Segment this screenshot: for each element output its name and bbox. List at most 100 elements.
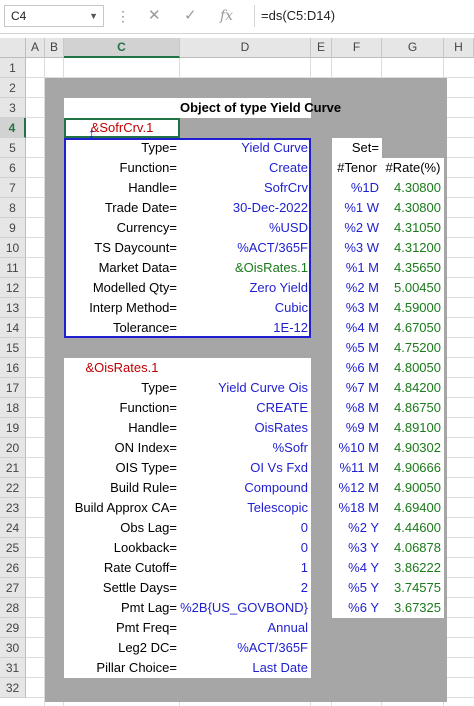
row-header[interactable]: 9 — [0, 218, 26, 238]
row-header[interactable]: 30 — [0, 638, 26, 658]
row-header[interactable]: 31 — [0, 658, 26, 678]
row-header[interactable]: 28 — [0, 598, 26, 618]
column-header-g[interactable]: G — [382, 38, 444, 58]
rate-cell[interactable]: 4.59000 — [394, 300, 441, 315]
column-header-h[interactable]: H — [444, 38, 474, 58]
tenor-cell[interactable]: %5 M — [345, 340, 379, 355]
field-value[interactable]: &OisRates.1 — [235, 260, 308, 275]
row-header[interactable]: 29 — [0, 618, 26, 638]
select-all-corner[interactable] — [0, 38, 26, 58]
field-value[interactable]: 30-Dec-2022 — [232, 200, 308, 215]
more-options-icon[interactable]: ⋮ — [116, 8, 130, 24]
field-value[interactable]: 0 — [300, 540, 308, 555]
row-header[interactable]: 18 — [0, 398, 26, 418]
field-value[interactable]: CREATE — [256, 400, 308, 415]
row-header[interactable]: 19 — [0, 418, 26, 438]
rate-cell[interactable]: 4.90666 — [394, 460, 441, 475]
rate-cell[interactable]: 4.75200 — [394, 340, 441, 355]
row-header[interactable]: 1 — [0, 58, 26, 78]
tenor-cell[interactable]: %5 Y — [348, 580, 379, 595]
field-value[interactable]: Last Date — [252, 660, 308, 675]
row-header[interactable]: 15 — [0, 338, 26, 358]
rate-cell[interactable]: 4.84200 — [394, 380, 441, 395]
rate-cell[interactable]: 4.31200 — [394, 240, 441, 255]
field-value[interactable]: Yield Curve — [241, 140, 308, 155]
tenor-cell[interactable]: %3 W — [344, 240, 379, 255]
rate-cell[interactable]: 4.30800 — [394, 200, 441, 215]
tenor-cell[interactable]: %9 M — [345, 420, 379, 435]
tenor-cell[interactable]: %1D — [350, 180, 379, 195]
field-value[interactable]: 2 — [300, 580, 308, 595]
row-header[interactable]: 6 — [0, 158, 26, 178]
column-header-e[interactable]: E — [311, 38, 332, 58]
tenor-cell[interactable]: %8 M — [345, 400, 379, 415]
rate-cell[interactable]: 4.86750 — [394, 400, 441, 415]
name-box[interactable]: C4 ▼ — [4, 5, 104, 27]
column-header-a[interactable]: A — [26, 38, 45, 58]
enter-icon[interactable]: ✓ — [184, 7, 197, 24]
rate-cell[interactable]: 4.80050 — [394, 360, 441, 375]
field-value[interactable]: 1 — [300, 560, 308, 575]
tenor-cell[interactable]: %2 Y — [348, 520, 379, 535]
row-header[interactable]: 32 — [0, 678, 26, 698]
tenor-cell[interactable]: %2 M — [345, 280, 379, 295]
field-value[interactable]: %USD — [268, 220, 308, 235]
rate-cell[interactable]: 4.90302 — [394, 440, 441, 455]
tenor-cell[interactable]: %3 M — [345, 300, 379, 315]
row-header[interactable]: 20 — [0, 438, 26, 458]
row-header[interactable]: 22 — [0, 478, 26, 498]
field-value[interactable]: OisRates — [254, 420, 308, 435]
row-header[interactable]: 24 — [0, 518, 26, 538]
cancel-icon[interactable]: ✕ — [148, 7, 161, 24]
tenor-cell[interactable]: %3 Y — [348, 540, 379, 555]
tenor-cell[interactable]: %6 M — [345, 360, 379, 375]
row-header[interactable]: 10 — [0, 238, 26, 258]
field-value[interactable]: OI Vs Fxd — [250, 460, 308, 475]
tenor-cell[interactable]: %4 M — [345, 320, 379, 335]
row-header[interactable]: 4 — [0, 118, 26, 138]
rate-cell[interactable]: 4.67050 — [394, 320, 441, 335]
row-header[interactable]: 23 — [0, 498, 26, 518]
field-value[interactable]: Create — [268, 160, 308, 175]
row-header[interactable]: 5 — [0, 138, 26, 158]
row-header[interactable]: 17 — [0, 378, 26, 398]
row-header[interactable]: 12 — [0, 278, 26, 298]
rate-cell[interactable]: 5.00450 — [394, 280, 441, 295]
field-value[interactable]: SofrCrv — [263, 180, 308, 195]
column-header-b[interactable]: B — [45, 38, 64, 58]
rate-cell[interactable]: 4.89100 — [394, 420, 441, 435]
field-value[interactable]: Yield Curve Ois — [218, 380, 308, 395]
field-value[interactable]: Telescopic — [247, 500, 308, 515]
row-header[interactable]: 27 — [0, 578, 26, 598]
tenor-cell[interactable]: %18 M — [338, 500, 379, 515]
row-header[interactable]: 13 — [0, 298, 26, 318]
field-value[interactable]: Cubic — [274, 300, 308, 315]
tenor-cell[interactable]: %10 M — [338, 440, 379, 455]
rate-cell[interactable]: 3.67325 — [394, 600, 441, 615]
field-value[interactable]: %Sofr — [272, 440, 308, 455]
tenor-cell[interactable]: %1 W — [344, 200, 379, 215]
tenor-cell[interactable]: %11 M — [339, 460, 380, 475]
rate-cell[interactable]: 3.74575 — [394, 580, 441, 595]
rate-cell[interactable]: 4.90050 — [394, 480, 441, 495]
ois-rates-handle[interactable]: &OisRates.1 — [85, 360, 159, 375]
column-header-f[interactable]: F — [332, 38, 382, 58]
row-header[interactable]: 25 — [0, 538, 26, 558]
tenor-cell[interactable]: %1 M — [345, 260, 379, 275]
formula-input[interactable]: =ds(C5:D14) — [254, 5, 470, 27]
chevron-down-icon[interactable]: ▼ — [89, 11, 98, 21]
tenor-cell[interactable]: %12 M — [338, 480, 379, 495]
rate-cell[interactable]: 4.35650 — [394, 260, 441, 275]
rate-cell[interactable]: 4.31050 — [394, 220, 441, 235]
field-value[interactable]: 0 — [300, 520, 308, 535]
rate-cell[interactable]: 3.86222 — [394, 560, 441, 575]
yield-curve-handle[interactable]: &SofrCrv.1 — [90, 120, 154, 135]
column-header-d[interactable]: D — [180, 38, 311, 58]
row-header[interactable]: 26 — [0, 558, 26, 578]
function-icon[interactable]: fx — [220, 8, 234, 24]
rate-cell[interactable]: 4.69400 — [394, 500, 441, 515]
rate-cell[interactable]: 4.44600 — [394, 520, 441, 535]
tenor-cell[interactable]: %4 Y — [348, 560, 379, 575]
field-value[interactable]: Zero Yield — [249, 280, 308, 295]
row-header[interactable]: 7 — [0, 178, 26, 198]
